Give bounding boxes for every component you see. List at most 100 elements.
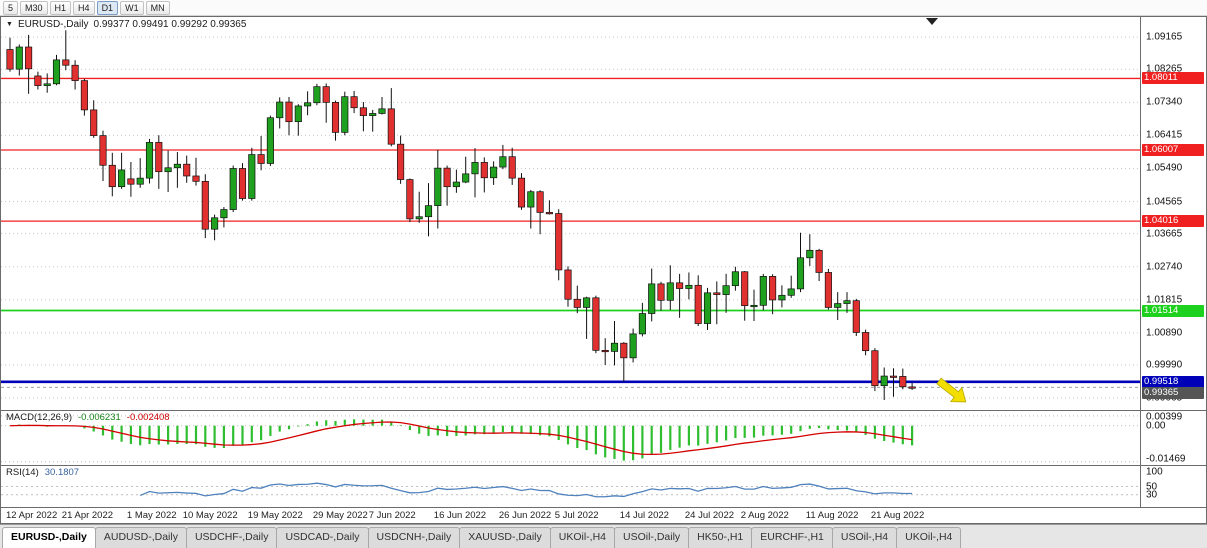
level-price-label: 0.99518 xyxy=(1142,375,1204,388)
candle xyxy=(564,266,572,307)
candle xyxy=(471,148,479,198)
rsi-chart[interactable] xyxy=(1,466,1140,507)
chart-tab-ukoil-h4[interactable]: UKOil-,H4 xyxy=(549,527,615,548)
date-axis-label: 19 May 2022 xyxy=(247,510,303,521)
candle xyxy=(657,281,665,311)
candle xyxy=(796,232,805,293)
date-axis-label: 21 Aug 2022 xyxy=(870,510,925,521)
macd-histogram xyxy=(18,419,914,461)
candle xyxy=(341,91,349,136)
date-axis-label: 26 Jun 2022 xyxy=(498,510,552,521)
candle xyxy=(378,97,386,115)
candle xyxy=(229,165,237,213)
timeframe-button-h1[interactable]: H1 xyxy=(49,0,72,15)
candle xyxy=(592,295,600,354)
macd-axis[interactable]: 0.00399 0.00 -0.01469 xyxy=(1140,411,1206,465)
chart-tab-ukoil-h4[interactable]: UKOil-,H4 xyxy=(896,527,962,548)
candle xyxy=(871,348,879,392)
timeframe-button-mn[interactable]: MN xyxy=(145,0,170,15)
bid-price-label: 0.99365 xyxy=(1142,387,1204,400)
price-axis[interactable]: 1.09165 1.08265 1.07340 1.06415 1.05490 1.045… xyxy=(1140,17,1206,410)
candle xyxy=(266,115,274,166)
candle xyxy=(462,156,470,184)
timeframe-button-m30[interactable]: M30 xyxy=(20,0,48,15)
chart-tab-usdcnh-daily[interactable]: USDCNH-,Daily xyxy=(367,527,461,548)
chart-tab-usdcad-daily[interactable]: USDCAD-,Daily xyxy=(276,527,369,548)
price-gridlines xyxy=(1,36,1140,399)
candle xyxy=(80,78,88,116)
rsi-axis[interactable]: 100 50 30 xyxy=(1140,466,1206,507)
candle xyxy=(285,97,293,136)
chart-tab-audusd-daily[interactable]: AUDUSD-,Daily xyxy=(94,527,187,548)
timeframe-button-d1[interactable]: D1 xyxy=(96,0,119,15)
rsi-plot[interactable]: RSI(14) 30.1807 xyxy=(1,466,1140,507)
candle xyxy=(304,91,312,116)
candle xyxy=(741,271,749,321)
candle xyxy=(34,71,42,90)
candle xyxy=(815,248,823,282)
candle xyxy=(843,292,851,313)
level-price-label: 1.04016 xyxy=(1142,215,1204,228)
date-axis-label: 1 May 2022 xyxy=(126,510,177,521)
chart-tab-hk50-h1[interactable]: HK50-,H1 xyxy=(688,527,753,548)
chart-tab-eurusd-daily[interactable]: EURUSD-,Daily xyxy=(2,527,96,548)
candle xyxy=(359,102,367,132)
candle xyxy=(499,144,507,170)
chart-tab-usoil-daily[interactable]: USOil-,Daily xyxy=(614,527,690,548)
date-axis-label: 29 May 2022 xyxy=(312,510,368,521)
macd-plot[interactable]: MACD(12,26,9) -0.006231 -0.002408 xyxy=(1,411,1140,465)
candle xyxy=(480,157,488,193)
price-axis-label: 0.99990 xyxy=(1146,359,1183,371)
date-axis[interactable]: 12 Apr 2022 21 Apr 2022 1 May 2022 10 May 2… xyxy=(1,507,1206,523)
candle xyxy=(750,289,758,322)
candle xyxy=(787,275,795,298)
candle xyxy=(769,274,777,315)
candle xyxy=(694,275,702,327)
candle xyxy=(452,169,460,193)
candle xyxy=(350,90,358,114)
level-price-label: 1.01514 xyxy=(1142,304,1204,317)
macd-chart[interactable] xyxy=(1,411,1140,465)
candle xyxy=(322,83,330,123)
candle xyxy=(201,174,209,239)
level-price-label: 1.08011 xyxy=(1142,72,1204,85)
candle xyxy=(424,183,433,237)
chart-tab-usoil-h4[interactable]: USOil-,H4 xyxy=(831,527,898,548)
price-plot[interactable]: ▼ EURUSD-,Daily 0.99377 0.99491 0.99292 … xyxy=(1,17,1140,410)
price-axis-label: 1.08265 xyxy=(1146,63,1183,75)
candle xyxy=(71,60,79,90)
chart-shift-marker-icon[interactable] xyxy=(926,18,938,25)
candle xyxy=(722,273,730,313)
candle xyxy=(52,54,61,86)
candle xyxy=(6,37,14,72)
rsi-axis-label: 50 xyxy=(1146,481,1158,492)
candle xyxy=(99,130,107,181)
candle xyxy=(731,266,739,291)
candle xyxy=(257,135,265,171)
signal-arrow-icon[interactable] xyxy=(933,374,971,409)
candle xyxy=(238,163,247,201)
price-axis-label: 1.03665 xyxy=(1146,228,1183,240)
candle xyxy=(118,152,126,189)
candle xyxy=(43,73,51,93)
candle xyxy=(638,302,646,337)
chart-tab-eurchf-h1[interactable]: EURCHF-,H1 xyxy=(751,527,833,548)
macd-axis-label: 0.00 xyxy=(1146,420,1166,432)
candle xyxy=(211,214,219,241)
level-price-label: 1.06007 xyxy=(1142,144,1204,156)
chart-tab-xauusd-daily[interactable]: XAUUSD-,Daily xyxy=(459,527,551,548)
timeframe-button-5[interactable]: 5 xyxy=(3,0,19,15)
price-panel: ▼ EURUSD-,Daily 0.99377 0.99491 0.99292 … xyxy=(1,17,1206,410)
candle xyxy=(517,173,526,210)
date-axis-label: 5 Jul 2022 xyxy=(554,510,599,521)
candlestick-chart[interactable] xyxy=(1,17,1140,410)
candle xyxy=(434,149,442,229)
chart-tab-usdchf-daily[interactable]: USDCHF-,Daily xyxy=(185,527,278,548)
candle xyxy=(620,342,628,382)
timeframe-toolbar: 5 M30 H1 H4 D1 W1 MN xyxy=(0,0,1207,16)
candle xyxy=(573,285,581,314)
timeframe-button-h4[interactable]: H4 xyxy=(73,0,95,15)
candle xyxy=(192,157,200,186)
timeframe-button-w1[interactable]: W1 xyxy=(120,0,144,15)
